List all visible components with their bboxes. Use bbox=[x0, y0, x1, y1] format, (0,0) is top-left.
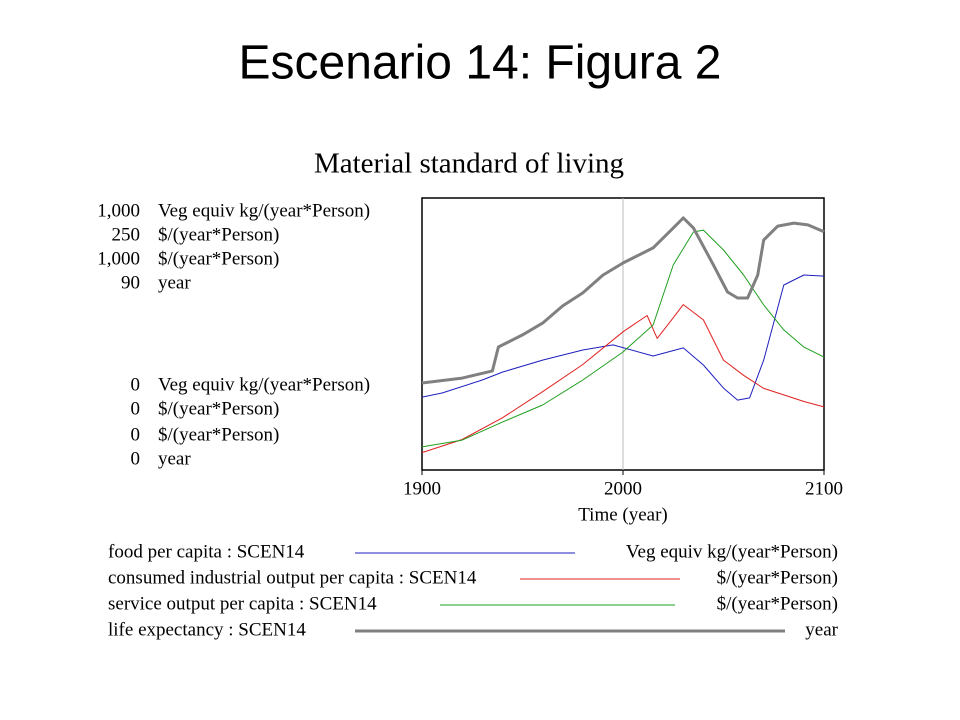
series-line bbox=[421, 274, 825, 401]
y-tick-label: 0 bbox=[131, 424, 141, 445]
chart-title: Material standard of living bbox=[314, 148, 624, 180]
legend-unit: year bbox=[805, 619, 838, 640]
slide-title: Escenario 14: Figura 2 bbox=[239, 37, 722, 90]
y-tick-label: 1,000 bbox=[97, 200, 140, 221]
x-tick-label: 2000 bbox=[604, 478, 642, 499]
y-unit: year bbox=[158, 272, 191, 293]
y-tick-label: 0 bbox=[131, 398, 141, 419]
x-tick-label: 1900 bbox=[403, 478, 441, 499]
y-tick-label: 0 bbox=[131, 448, 141, 469]
y-unit: $/(year*Person) bbox=[158, 224, 279, 245]
legend-unit: $/(year*Person) bbox=[717, 593, 838, 614]
y-unit: $/(year*Person) bbox=[158, 424, 279, 445]
series-line bbox=[421, 216, 825, 385]
y-unit: Veg equiv kg/(year*Person) bbox=[158, 374, 370, 395]
series-line bbox=[421, 304, 825, 454]
legend-label: service output per capita : SCEN14 bbox=[108, 593, 377, 614]
x-tick-label: 2100 bbox=[805, 478, 843, 499]
y-tick-label: 0 bbox=[131, 374, 141, 395]
legend-unit: $/(year*Person) bbox=[717, 567, 838, 588]
y-tick-label: 250 bbox=[112, 224, 141, 245]
legend-label: food per capita : SCEN14 bbox=[108, 541, 305, 562]
legend-label: life expectancy : SCEN14 bbox=[108, 619, 306, 640]
legend-label: consumed industrial output per capita : … bbox=[108, 567, 477, 588]
series-line bbox=[421, 229, 825, 448]
y-unit: $/(year*Person) bbox=[158, 398, 279, 419]
y-tick-label: 90 bbox=[121, 272, 140, 293]
y-unit: Veg equiv kg/(year*Person) bbox=[158, 200, 370, 221]
y-unit: year bbox=[158, 448, 191, 469]
y-unit: $/(year*Person) bbox=[158, 248, 279, 269]
x-axis-label: Time (year) bbox=[578, 504, 668, 525]
legend-unit: Veg equiv kg/(year*Person) bbox=[626, 541, 838, 562]
y-tick-label: 1,000 bbox=[97, 248, 140, 269]
